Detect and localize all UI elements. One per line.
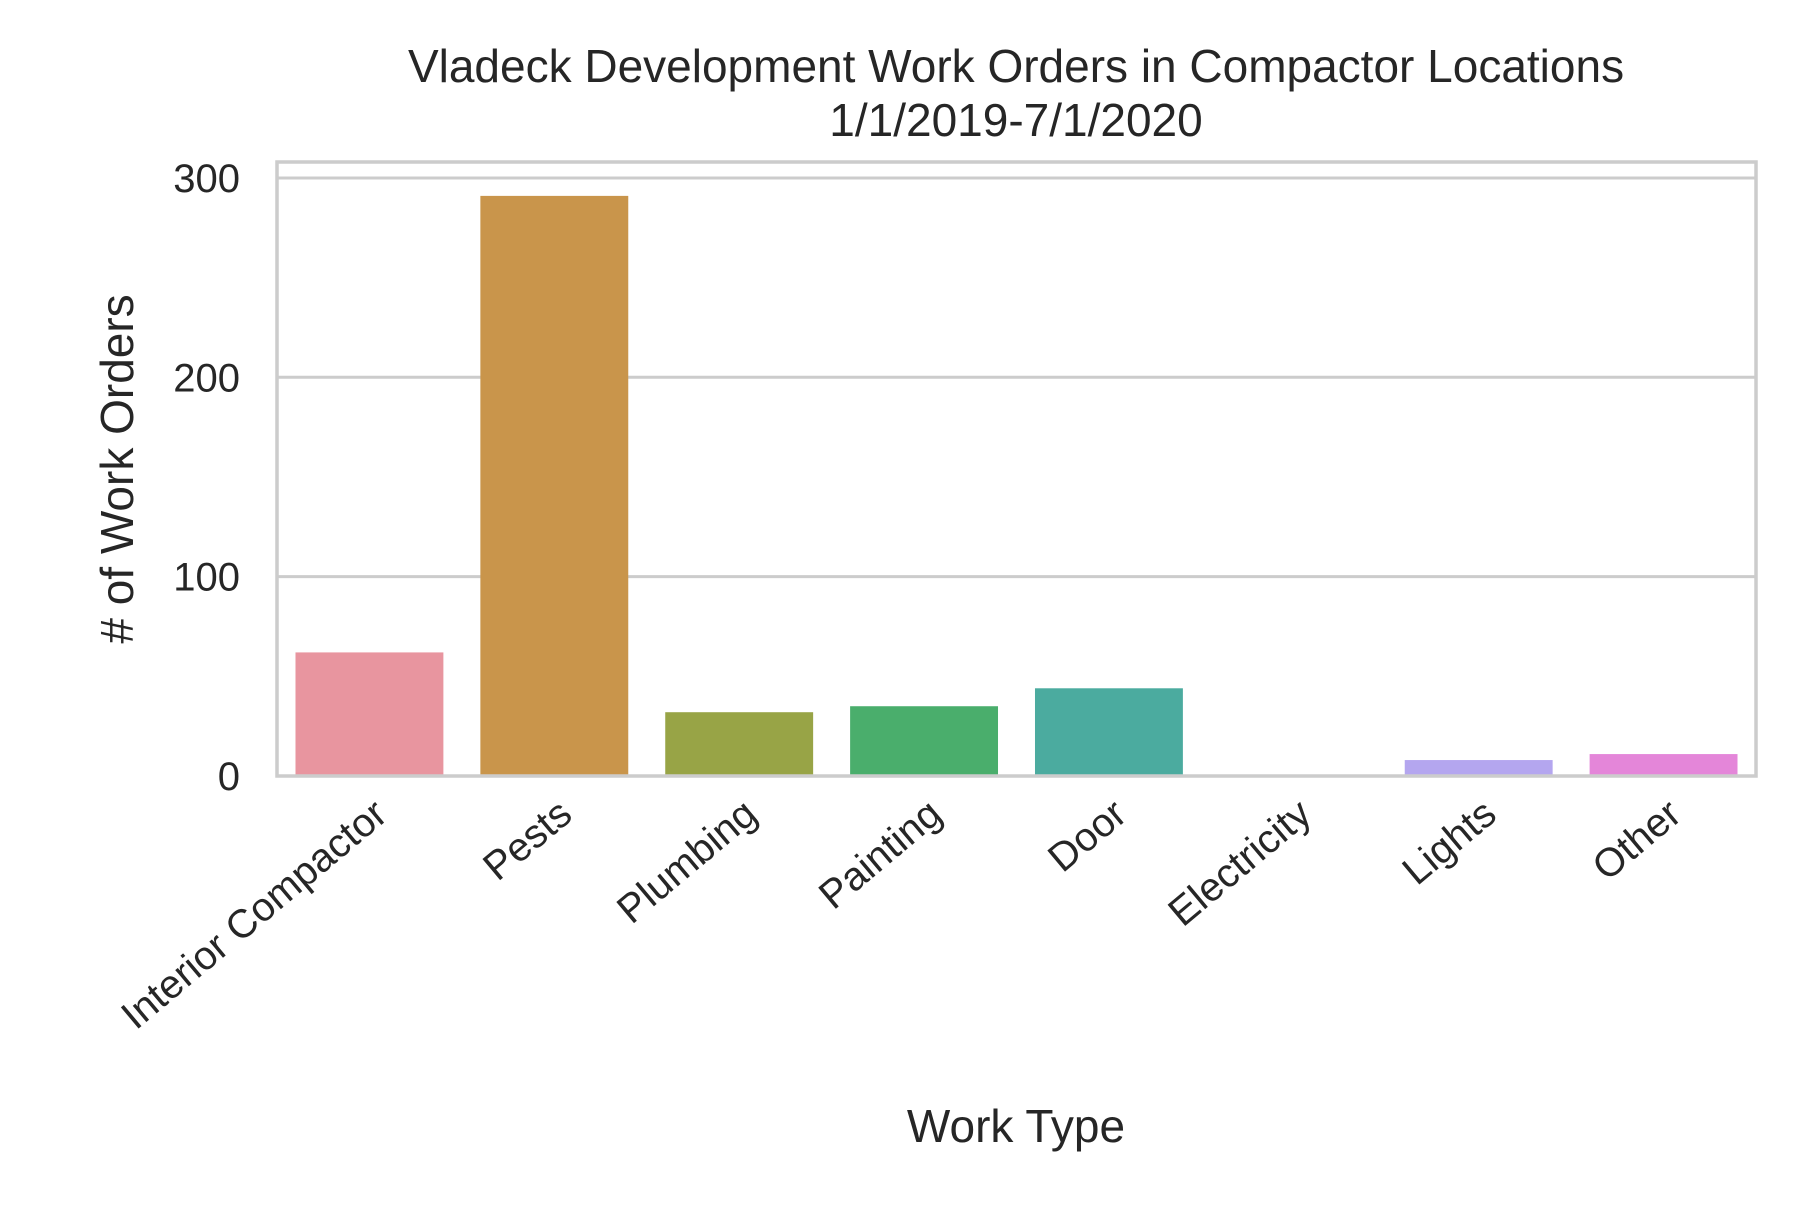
bar-painting <box>850 706 999 776</box>
chart-subtitle: 1/1/2019-7/1/2020 <box>829 94 1202 146</box>
bar-interior-compactor <box>295 652 444 776</box>
bar-plumbing <box>665 712 814 776</box>
x-tick-label: Plumbing <box>609 791 765 932</box>
bar-other <box>1589 754 1738 776</box>
x-tick-label: Other <box>1584 791 1689 889</box>
y-tick-label: 200 <box>173 356 240 400</box>
bar-pests <box>480 195 629 776</box>
chart-title: Vladeck Development Work Orders in Compa… <box>408 40 1624 92</box>
y-tick-label: 300 <box>173 157 240 201</box>
x-tick-label: Pests <box>475 791 580 889</box>
x-tick-label: Interior Compactor <box>113 791 395 1038</box>
y-tick-labels: 0 100 200 300 <box>173 157 240 799</box>
y-tick-label: 0 <box>218 755 240 799</box>
x-axis-label: Work Type <box>907 1100 1125 1152</box>
y-axis-label: # of Work Orders <box>91 294 143 643</box>
bar-door <box>1034 688 1183 776</box>
x-tick-label: Door <box>1040 791 1135 880</box>
x-tick-label: Electricity <box>1160 791 1319 935</box>
x-tick-label: Lights <box>1394 791 1504 893</box>
plot-frame <box>275 160 1758 778</box>
y-tick-label: 100 <box>173 556 240 600</box>
bars <box>295 195 1738 776</box>
x-tick-labels: Interior Compactor Pests Plumbing Painting D… <box>113 791 1689 1038</box>
bar-lights <box>1404 760 1553 776</box>
x-tick-label: Painting <box>811 791 950 918</box>
